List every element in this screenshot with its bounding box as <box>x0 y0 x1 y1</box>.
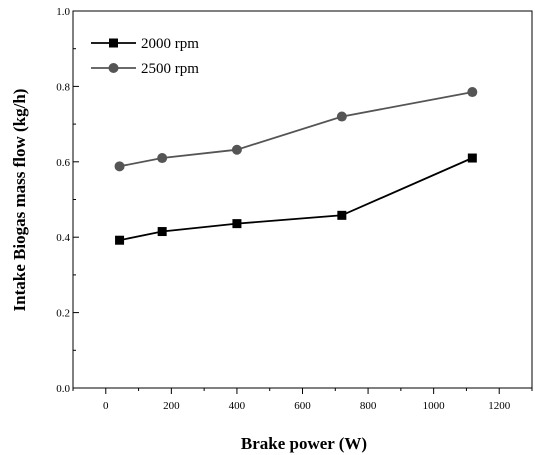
data-point <box>336 111 347 122</box>
y-axis-ticks: 0.0 0.2 0.4 0.6 0.8 1.0 <box>56 6 79 395</box>
data-point <box>114 161 125 172</box>
series-layer <box>114 87 478 245</box>
series-line-0 <box>119 157 473 242</box>
series-line-1 <box>119 91 473 168</box>
data-point <box>232 219 242 229</box>
x-tick-label: 1200 <box>488 400 511 412</box>
y-tick-label: 0.8 <box>56 81 70 93</box>
x-tick-label: 400 <box>229 400 246 412</box>
data-point <box>337 210 347 220</box>
y-tick-label: 1.0 <box>56 6 70 18</box>
legend-label: 2000 rpm <box>141 36 199 52</box>
legend-label: 2500 rpm <box>141 61 199 77</box>
x-axis-ticks: 0 200 400 600 800 1000 1200 <box>72 388 533 412</box>
data-point <box>115 235 125 245</box>
data-point <box>157 153 168 164</box>
legend-marker <box>109 38 118 48</box>
x-tick-label: 1000 <box>423 400 446 412</box>
data-point <box>231 144 242 155</box>
legend-marker <box>108 63 119 73</box>
x-tick-label: 0 <box>103 400 109 412</box>
y-tick-label: 0.4 <box>56 232 70 244</box>
y-tick-label: 0.6 <box>56 157 70 169</box>
y-tick-label: 0.2 <box>56 308 70 320</box>
data-point <box>157 227 167 237</box>
x-tick-label: 600 <box>294 400 311 412</box>
x-axis-title: Brake power (W) <box>241 434 367 453</box>
legend: 2000 rpm 2500 rpm <box>91 36 199 77</box>
y-tick-label: 0.0 <box>56 383 70 395</box>
x-tick-label: 200 <box>163 400 180 412</box>
x-tick-label: 800 <box>360 400 377 412</box>
data-point <box>467 153 477 163</box>
data-point <box>467 87 478 98</box>
y-axis-title: Intake Biogas mass flow (kg/h) <box>10 89 29 312</box>
